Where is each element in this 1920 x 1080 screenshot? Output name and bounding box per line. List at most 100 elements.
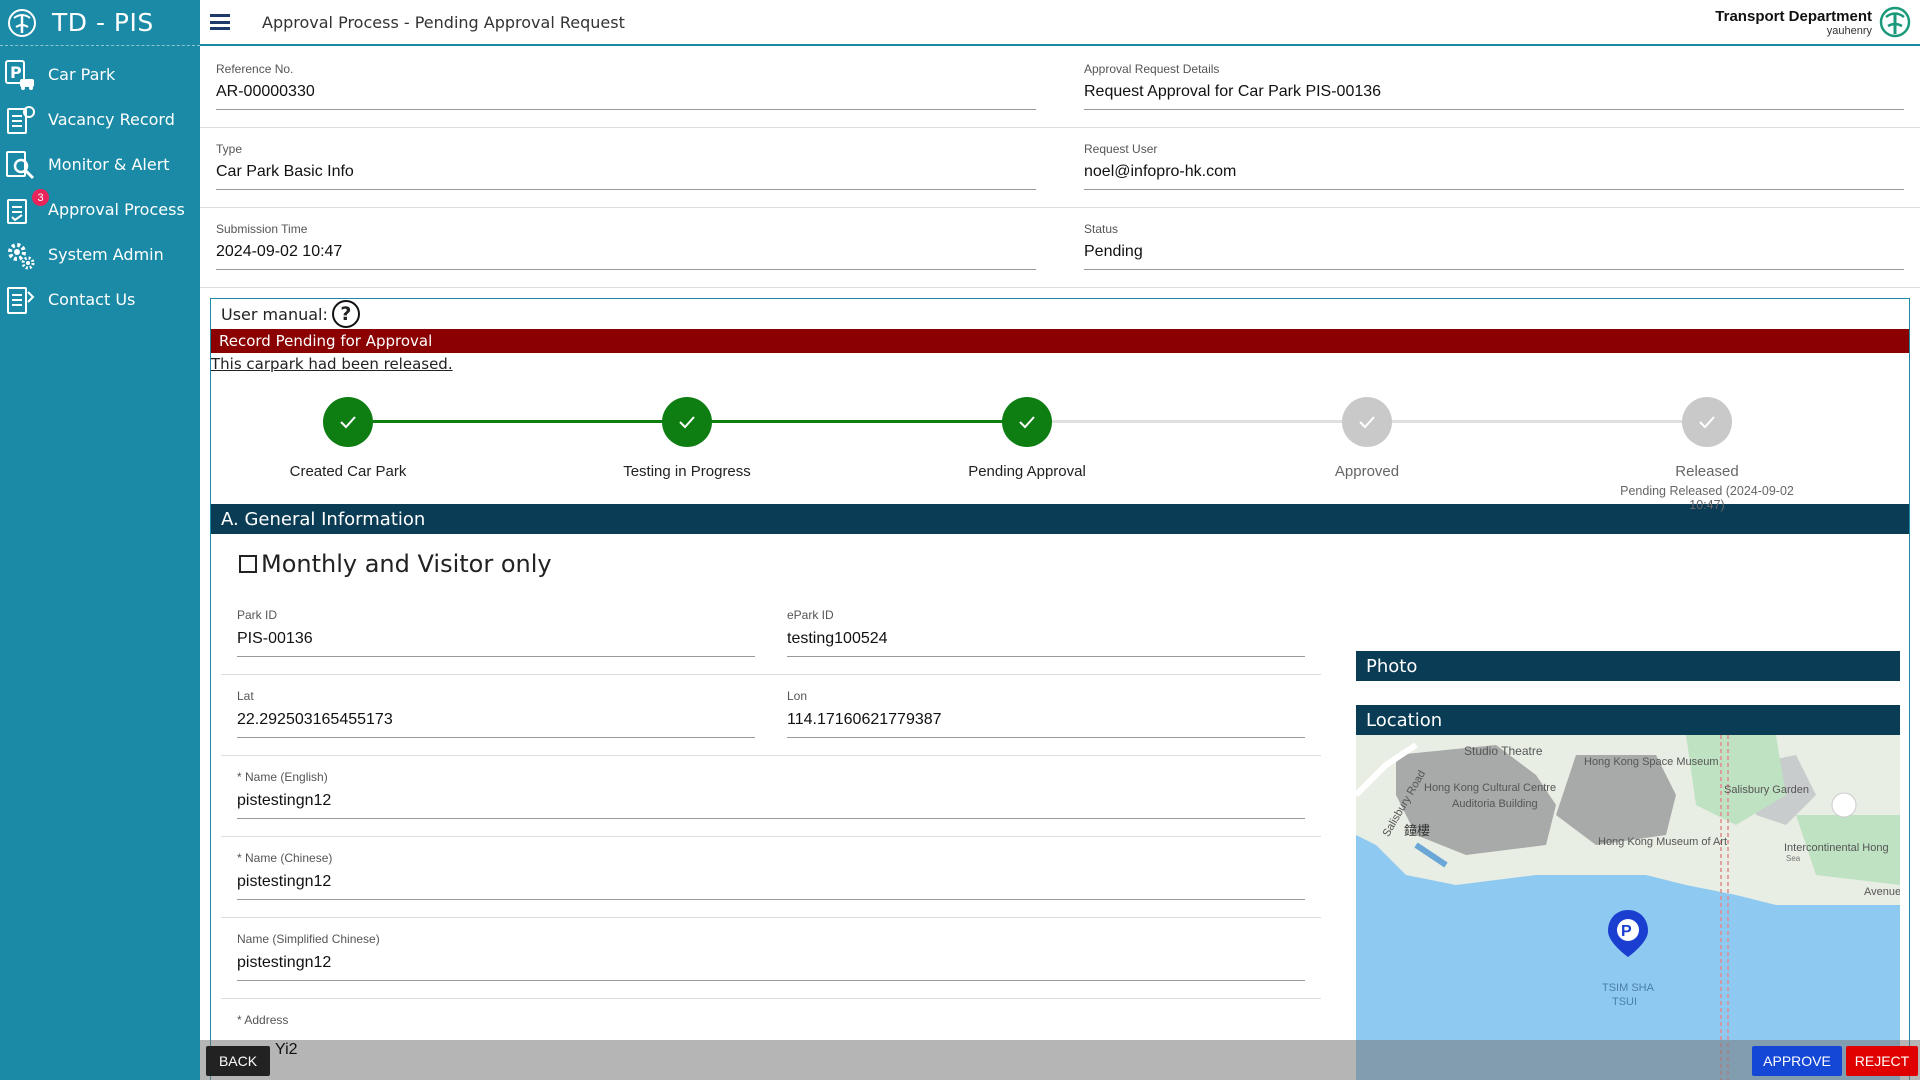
- field-row: Name (Simplified Chinese) pistestingn12: [221, 918, 1321, 999]
- sidebar-item-system-admin[interactable]: System Admin: [0, 232, 200, 277]
- field-label: * Name (English): [237, 770, 328, 784]
- step-testing-in-progress: Testing in Progress: [587, 397, 787, 480]
- field-label: Lon: [787, 689, 808, 703]
- check-icon: [1002, 397, 1052, 447]
- sidebar-item-monitor-alert[interactable]: Monitor & Alert: [0, 142, 200, 187]
- user-manual-row: User manual: ?: [211, 299, 1909, 329]
- map-label: Hong Kong Space Museum: [1584, 756, 1719, 768]
- monthly-visitor-checkbox[interactable]: [239, 555, 257, 573]
- td-logo-icon: [1879, 6, 1911, 38]
- name-english-value: pistestingn12: [237, 792, 1305, 819]
- field-label: Approval Request Details: [1084, 62, 1220, 76]
- step-pending-approval: Pending Approval: [927, 397, 1127, 480]
- epark-id-field: ePark ID testing100524: [771, 594, 1321, 674]
- request-user-field: Request User noel@infopro-hk.com: [1068, 128, 1920, 207]
- general-fields: Park ID PIS-00136 ePark ID testing100524…: [221, 594, 1321, 1080]
- released-note-link[interactable]: This carpark had been released.: [211, 355, 453, 373]
- field-row: * Name (English) pistestingn12: [221, 756, 1321, 837]
- details-value: Request Approval for Car Park PIS-00136: [1084, 83, 1904, 110]
- gear-icon: [8, 242, 35, 269]
- svg-text:P: P: [10, 63, 22, 82]
- help-icon[interactable]: ?: [331, 300, 360, 328]
- pending-banner: Record Pending for Approval: [211, 329, 1909, 353]
- map-label: Intercontinental Hong: [1784, 842, 1889, 854]
- map-label: 鐘樓: [1404, 823, 1430, 838]
- address-value: Yi2: [275, 1041, 298, 1058]
- check-icon: [1342, 397, 1392, 447]
- step-released: Released Pending Released (2024-09-02 10…: [1607, 397, 1807, 512]
- record-panel: User manual: ? Record Pending for Approv…: [210, 298, 1910, 1080]
- reference-field: Reference No. AR-00000330: [200, 48, 1068, 127]
- sidebar-item-label: Approval Process: [48, 200, 185, 219]
- map-label: Hong Kong Cultural Centre: [1424, 782, 1556, 794]
- check-icon: [662, 397, 712, 447]
- monthly-visitor-label: Monthly and Visitor only: [261, 550, 552, 578]
- map-label: Auditoria Building: [1452, 798, 1538, 810]
- username: yauhenry: [1826, 24, 1872, 37]
- field-label: * Name (Chinese): [237, 851, 333, 865]
- approval-stepper: Created Car Park Testing in Progress Pen…: [211, 374, 1909, 512]
- location-section-title: Location: [1356, 705, 1900, 735]
- request-row: Type Car Park Basic Info Request User no…: [200, 128, 1920, 208]
- field-label: Park ID: [237, 608, 278, 622]
- brand[interactable]: TD - PIS: [0, 0, 200, 46]
- sidebar-item-contact-us[interactable]: Contact Us: [0, 277, 200, 322]
- field-label: Status: [1084, 222, 1119, 236]
- sidebar-item-approval-process[interactable]: 3 Approval Process: [0, 187, 200, 232]
- check-icon: [323, 397, 373, 447]
- hamburger-menu-icon[interactable]: [210, 12, 230, 32]
- field-label: Type: [216, 142, 243, 156]
- step-created-car-park: Created Car Park: [248, 397, 448, 480]
- map-marker-label: P: [1621, 923, 1632, 940]
- sidebar-item-label: System Admin: [48, 245, 164, 264]
- back-button[interactable]: BACK: [206, 1046, 270, 1076]
- name-chinese-value: pistestingn12: [237, 873, 1305, 900]
- section-general-information: A. General Information: [211, 504, 1909, 534]
- submission-time-field: Submission Time 2024-09-02 10:47: [200, 208, 1068, 287]
- step-connector-todo: [1052, 420, 1732, 423]
- sidebar-item-label: Contact Us: [48, 290, 136, 309]
- field-label: Lat: [237, 689, 254, 703]
- sidebar-nav: P Car Park Vacancy Record Monitor & A: [0, 52, 200, 322]
- park-id-value: PIS-00136: [237, 630, 755, 657]
- sidebar-item-label: Vacancy Record: [48, 110, 175, 129]
- main-content: Reference No. AR-00000330 Approval Reque…: [200, 48, 1920, 1080]
- sidebar-item-car-park[interactable]: P Car Park: [0, 52, 200, 97]
- field-label: ePark ID: [787, 608, 834, 622]
- status-value: Pending: [1084, 243, 1904, 270]
- epark-id-value: testing100524: [787, 630, 1305, 657]
- td-logo-icon: [8, 8, 36, 37]
- map-canvas: Studio Theatre Hong Kong Space Museum Ho…: [1356, 735, 1900, 1080]
- field-label: Submission Time: [216, 222, 308, 236]
- approval-count-badge: 3: [32, 189, 49, 206]
- approve-button[interactable]: APPROVE: [1752, 1046, 1842, 1076]
- map-label: TSUI: [1612, 996, 1637, 1008]
- map-label: Avenue: [1864, 886, 1900, 898]
- lon-value: 114.17160621779387: [787, 711, 1305, 738]
- contact-us-icon: [7, 286, 35, 314]
- park-id-field: Park ID PIS-00136: [221, 594, 771, 674]
- field-label: Reference No.: [216, 62, 294, 76]
- name-simplified-chinese-field: Name (Simplified Chinese) pistestingn12: [221, 918, 1321, 998]
- field-label: Name (Simplified Chinese): [237, 932, 380, 946]
- sidebar-item-vacancy-record[interactable]: Vacancy Record: [0, 97, 200, 142]
- step-label: Approved: [1334, 463, 1400, 480]
- request-row: Submission Time 2024-09-02 10:47 Status …: [200, 208, 1920, 288]
- car-park-icon: P: [5, 59, 34, 90]
- field-row: * Name (Chinese) pistestingn12: [221, 837, 1321, 918]
- address-field: * Address: [221, 999, 1321, 1080]
- location-map[interactable]: Studio Theatre Hong Kong Space Museum Ho…: [1356, 735, 1900, 1080]
- header-user-area: Transport Department yauhenry: [1715, 5, 1912, 39]
- map-marker-icon[interactable]: P: [1608, 910, 1648, 957]
- step-connector-done: [373, 420, 1052, 423]
- reject-button[interactable]: REJECT: [1846, 1046, 1918, 1076]
- lat-field: Lat 22.292503165455173: [221, 675, 771, 755]
- map-label: Sea: [1786, 854, 1801, 863]
- lon-field: Lon 114.17160621779387: [771, 675, 1321, 755]
- photo-section-title: Photo: [1356, 651, 1900, 681]
- bottom-action-bar: BACK APPROVE REJECT: [200, 1040, 1920, 1080]
- submission-time-value: 2024-09-02 10:47: [216, 243, 1036, 270]
- top-header: Approval Process - Pending Approval Requ…: [200, 0, 1920, 46]
- request-user-value: noel@infopro-hk.com: [1084, 163, 1904, 190]
- request-row: Reference No. AR-00000330 Approval Reque…: [200, 48, 1920, 128]
